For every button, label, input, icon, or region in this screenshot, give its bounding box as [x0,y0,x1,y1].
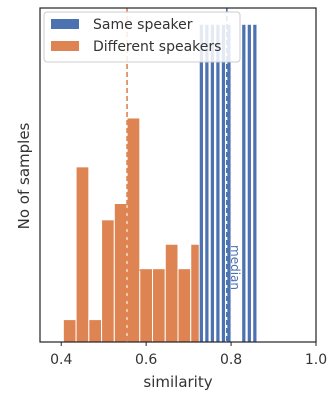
bar-different-speakers-5 [126,117,141,343]
bar-different-speakers-4 [113,203,128,343]
legend-swatch-same-speaker [51,19,79,29]
y-axis-label: No of samples [15,122,33,229]
x-tick-label-3: 1.0 [305,352,327,368]
bar-same-speaker-5 [226,23,232,343]
bar-different-speakers-7 [152,268,166,343]
bar-different-speakers-3 [101,219,115,343]
legend-label-different-speakers: Different speakers [93,39,221,55]
bar-different-speakers-9 [177,268,192,343]
median-label-different-speakers: med [128,245,142,272]
bar-different-speakers-2 [88,319,103,343]
bar-same-speaker-4 [220,23,227,343]
bar-different-speakers-6 [139,268,154,343]
bar-same-speaker-2 [209,23,216,343]
median-lines: med median [126,8,242,342]
x-tick-label-0: 0.4 [50,352,72,368]
bar-different-speakers-1 [75,166,90,343]
bar-same-speaker-1 [204,23,210,343]
legend: Same speaker Different speakers [43,11,241,63]
bar-same-speaker-3 [215,23,221,343]
histogram-bars [62,23,258,343]
bar-same-speaker-8 [252,23,258,343]
bar-same-speaker-0 [198,23,204,343]
bar-different-speakers-8 [164,243,179,343]
x-axis-ticks: 0.4 0.6 0.8 1.0 [50,342,327,368]
median-label-same-speaker: median [228,245,242,290]
bar-same-speaker-7 [246,23,252,343]
plot-frame [39,7,317,343]
bar-different-speakers-0 [62,319,77,343]
x-axis-label: similarity [143,373,212,391]
bar-same-speaker-6 [241,23,247,343]
x-tick-label-1: 0.6 [135,352,157,368]
legend-label-same-speaker: Same speaker [93,17,193,33]
legend-box [43,11,241,63]
x-tick-label-2: 0.8 [220,352,242,368]
legend-swatch-different-speakers [51,41,79,51]
